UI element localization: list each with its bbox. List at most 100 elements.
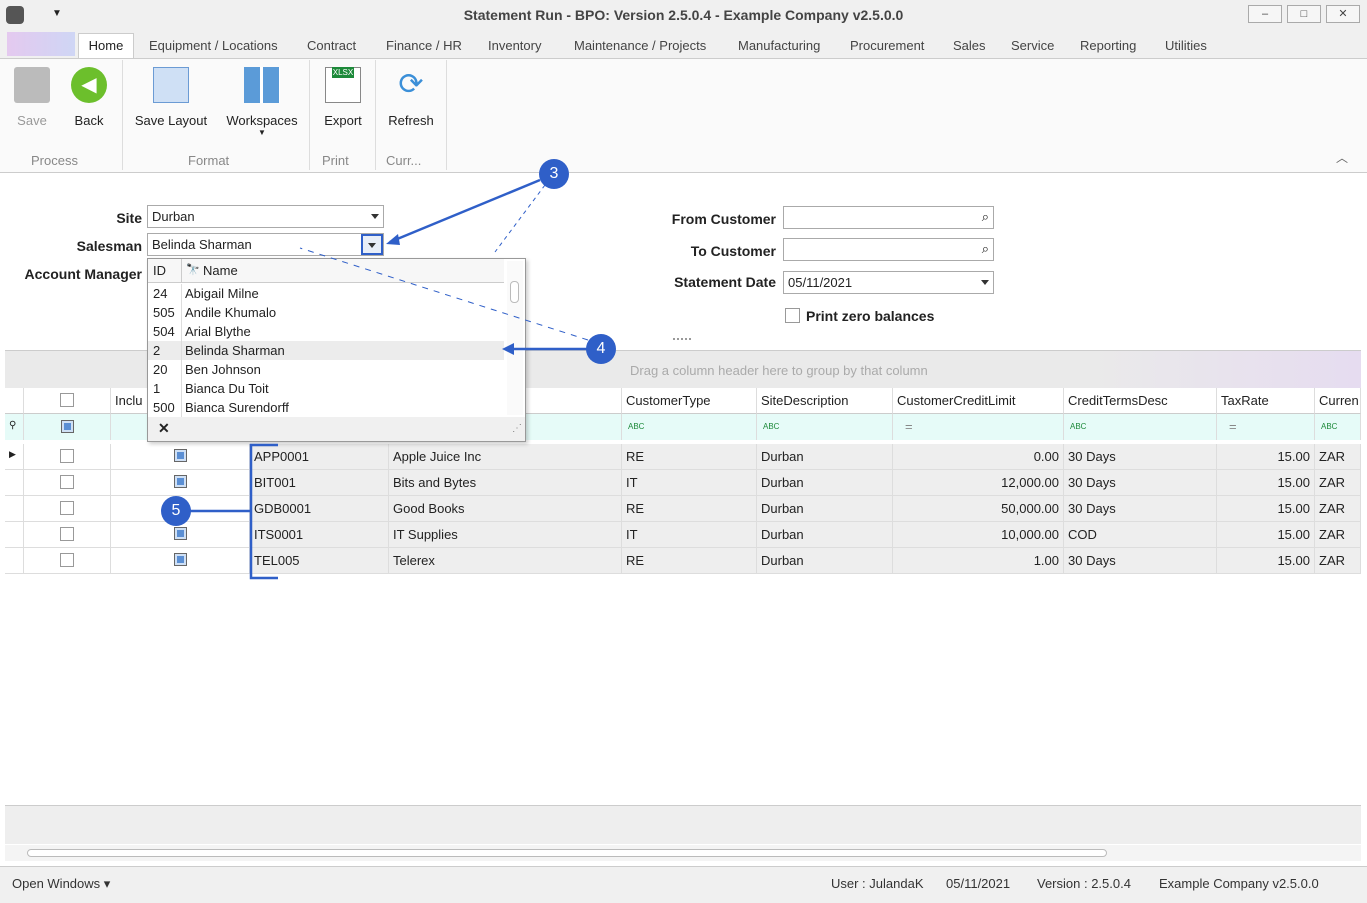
quick-access-dropdown-icon[interactable]: ▼ [52,8,62,19]
list-header: ID 🔭 Name [148,259,504,283]
row-select-cell[interactable] [24,444,111,470]
list-item[interactable]: 500 Bianca Surendorff [148,398,504,417]
filter-text-icon[interactable]: ABC [1315,414,1361,440]
column-header-customertype[interactable]: CustomerType [622,388,757,414]
table-row[interactable]: GDB0001 Good Books RE Durban 50,000.00 30 Day… [0,496,1361,522]
print-zero-balances-label: Print zero balances [806,308,935,324]
tab-contract[interactable]: Contract [307,38,357,53]
tab-maintenance-projects[interactable]: Maintenance / Projects [574,38,707,53]
row-select-cell[interactable] [24,548,111,574]
list-item[interactable]: 1 Bianca Du Toit [148,379,504,398]
tab-service[interactable]: Service [1011,38,1055,53]
filter-checkbox-cell[interactable] [24,414,111,440]
list-item-name: Bianca Du Toit [185,381,269,396]
filter-checkbox[interactable] [60,420,74,433]
search-icon[interactable]: ⌕ [981,209,989,224]
column-header-sitedescription[interactable]: SiteDescription [757,388,893,414]
clear-button[interactable]: ✕ [158,420,170,436]
include-cell[interactable] [111,548,250,574]
select-all-checkbox[interactable] [60,393,74,407]
statement-date-picker[interactable]: 05/11/2021 [783,271,994,294]
row-select-checkbox[interactable] [60,553,74,567]
row-select-cell[interactable] [24,470,111,496]
maximize-button[interactable]: □ [1287,5,1321,23]
binoculars-icon: 🔭 [186,264,200,276]
tab-sales[interactable]: Sales [953,38,986,53]
filter-equals-icon[interactable]: = [893,414,1064,440]
close-button[interactable]: ✕ [1326,5,1360,23]
column-id[interactable]: ID [153,263,166,278]
arrowhead [502,343,514,355]
print-zero-balances-checkbox[interactable] [785,308,800,323]
include-checkbox[interactable] [173,475,187,488]
row-select-checkbox[interactable] [60,475,74,489]
row-select-checkbox[interactable] [60,449,74,463]
save-button[interactable]: Save [12,67,52,128]
tab-utilities[interactable]: Utilities [1165,38,1207,53]
column-header-customercreditlimit[interactable]: CustomerCreditLimit [893,388,1064,414]
export-button[interactable]: XLSX Export [318,67,368,128]
column-header-credittermsdesc[interactable]: CreditTermsDesc [1064,388,1217,414]
include-cell[interactable] [111,522,250,548]
list-item[interactable]: 24 Abigail Milne [148,284,504,303]
column-header-currency[interactable]: Curren [1315,388,1361,414]
include-checkbox[interactable] [173,553,187,566]
minimize-button[interactable]: – [1248,5,1282,23]
collapse-ribbon-icon[interactable]: ︿ [1336,151,1349,165]
row-select-cell[interactable] [24,496,111,522]
scrollbar-thumb[interactable] [27,849,1107,857]
select-all-header[interactable] [24,388,111,414]
workspaces-label: Workspaces [226,113,298,128]
tab-equipment-locations[interactable]: Equipment / Locations [149,38,278,53]
list-item[interactable]: 2 Belinda Sharman [148,341,504,360]
splitter-handle[interactable] [673,338,691,340]
search-icon[interactable]: ⌕ [981,241,989,256]
tab-inventory[interactable]: Inventory [488,38,542,53]
save-layout-button[interactable]: Save Layout [130,67,212,128]
row-select-checkbox[interactable] [60,501,74,515]
credit-limit-cell: 1.00 [893,548,1064,574]
table-row[interactable]: TEL005 Telerex RE Durban 1.00 30 Days 15.00 ZAR [0,548,1361,574]
include-cell[interactable] [111,470,250,496]
tab-home[interactable]: Home [78,33,134,59]
app-menu-button[interactable] [7,32,75,56]
column-name[interactable]: Name [203,263,238,278]
include-checkbox[interactable] [173,527,187,540]
include-checkbox[interactable] [173,449,187,462]
list-item[interactable]: 505 Andile Khumalo [148,303,504,322]
site-select[interactable]: Durban [147,205,384,228]
workspaces-button[interactable]: Workspaces ▼ [222,67,302,137]
scrollbar-thumb[interactable] [510,281,519,303]
table-row[interactable]: ITS0001 IT Supplies IT Durban 10,000.00 COD 15… [0,522,1361,548]
table-row[interactable]: ▶ APP0001 Apple Juice Inc RE Durban 0.00 30 Da… [0,444,1361,470]
filter-text-icon[interactable]: ABC [757,414,893,440]
tab-procurement[interactable]: Procurement [850,38,925,53]
refresh-label: Refresh [388,113,434,128]
salesman-dropdown-button[interactable] [361,234,383,255]
tax-rate-cell: 15.00 [1217,470,1315,496]
horizontal-scrollbar[interactable] [5,845,1361,861]
to-customer-input[interactable]: ⌕ [783,238,994,261]
row-select-checkbox[interactable] [60,527,74,541]
tab-reporting[interactable]: Reporting [1080,38,1137,53]
back-button[interactable]: ◀ Back [68,67,110,128]
list-item[interactable]: 20 Ben Johnson [148,360,504,379]
table-row[interactable]: BIT001 Bits and Bytes IT Durban 12,000.00 30 … [0,470,1361,496]
include-cell[interactable] [111,444,250,470]
tab-finance-hr[interactable]: Finance / HR [386,38,462,53]
row-select-cell[interactable] [24,522,111,548]
filter-text-icon[interactable]: ABC [1064,414,1217,440]
column-header-taxrate[interactable]: TaxRate [1217,388,1315,414]
vertical-scrollbar[interactable] [507,261,523,415]
salesman-value: Belinda Sharman [152,237,252,252]
filter-equals-icon[interactable]: = [1217,414,1315,440]
resize-grip-icon[interactable]: ⋰ [512,423,522,434]
status-version: Version : 2.5.0.4 [1037,876,1131,891]
open-windows-button[interactable]: Open Windows ▾ [12,876,111,891]
salesman-select[interactable]: Belinda Sharman [147,233,384,256]
from-customer-input[interactable]: ⌕ [783,206,994,229]
tab-manufacturing[interactable]: Manufacturing [738,38,821,53]
refresh-button[interactable]: ⟳ Refresh [384,67,438,128]
list-item[interactable]: 504 Arial Blythe [148,322,504,341]
filter-text-icon[interactable]: ABC [622,414,757,440]
